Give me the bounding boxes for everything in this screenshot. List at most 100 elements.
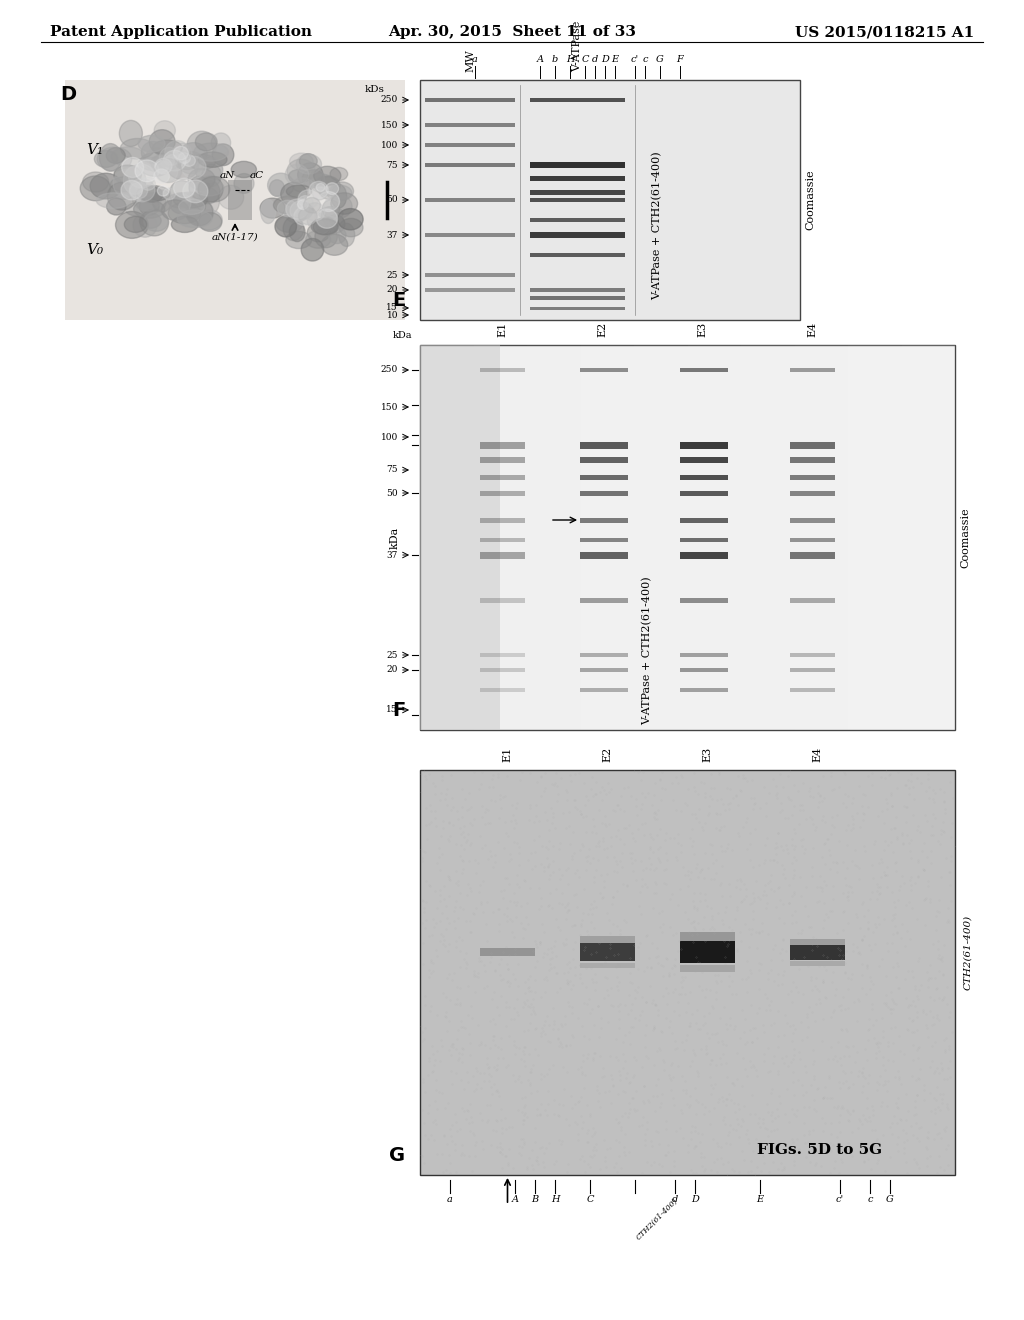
Ellipse shape — [132, 185, 162, 211]
Text: d: d — [592, 55, 598, 63]
Ellipse shape — [326, 182, 339, 194]
Text: 100: 100 — [381, 140, 398, 149]
Ellipse shape — [141, 141, 165, 164]
Ellipse shape — [325, 215, 345, 234]
Bar — [680, 517, 728, 523]
Ellipse shape — [317, 191, 340, 211]
Ellipse shape — [198, 176, 223, 202]
Bar — [790, 491, 835, 495]
Bar — [580, 668, 628, 672]
Ellipse shape — [156, 162, 177, 182]
Bar — [741, 345, 795, 730]
Ellipse shape — [315, 224, 337, 248]
Text: E4: E4 — [807, 322, 817, 337]
Bar — [530, 176, 625, 181]
Ellipse shape — [303, 198, 321, 213]
Ellipse shape — [96, 193, 131, 209]
Bar — [530, 232, 625, 238]
Ellipse shape — [288, 190, 303, 206]
Bar — [480, 491, 525, 495]
Ellipse shape — [199, 213, 222, 231]
Ellipse shape — [188, 154, 215, 170]
Text: kDa: kDa — [392, 331, 412, 341]
Ellipse shape — [112, 147, 145, 166]
Text: 100: 100 — [381, 433, 398, 441]
Ellipse shape — [179, 193, 206, 219]
Ellipse shape — [143, 213, 169, 231]
Ellipse shape — [306, 231, 331, 248]
Ellipse shape — [292, 178, 313, 191]
Text: G: G — [656, 55, 664, 63]
Ellipse shape — [185, 198, 213, 226]
Ellipse shape — [218, 185, 244, 210]
Ellipse shape — [178, 199, 205, 214]
Ellipse shape — [189, 177, 210, 199]
Text: 50: 50 — [386, 195, 398, 205]
Text: E: E — [392, 290, 406, 310]
Ellipse shape — [187, 131, 216, 158]
Bar — [790, 517, 835, 523]
Ellipse shape — [133, 201, 165, 218]
Bar — [580, 598, 628, 602]
Ellipse shape — [298, 199, 308, 210]
Ellipse shape — [305, 203, 325, 220]
Bar — [425, 288, 515, 292]
Bar — [228, 180, 252, 220]
Ellipse shape — [136, 186, 170, 202]
Bar — [580, 936, 635, 944]
Ellipse shape — [183, 154, 196, 166]
Bar — [530, 306, 625, 309]
Ellipse shape — [312, 187, 327, 199]
Bar — [530, 198, 625, 202]
Ellipse shape — [309, 170, 325, 191]
Ellipse shape — [83, 172, 109, 191]
Bar — [530, 218, 625, 222]
Ellipse shape — [325, 194, 352, 219]
Ellipse shape — [121, 181, 142, 199]
Ellipse shape — [327, 185, 352, 201]
Bar — [790, 961, 845, 966]
Ellipse shape — [278, 201, 298, 216]
Ellipse shape — [170, 181, 194, 202]
Ellipse shape — [211, 133, 230, 153]
Text: E3: E3 — [697, 322, 707, 337]
Text: a: a — [447, 1195, 453, 1204]
Ellipse shape — [290, 222, 305, 242]
Ellipse shape — [286, 205, 314, 216]
Bar — [581, 345, 634, 730]
Ellipse shape — [296, 154, 322, 174]
Text: 250: 250 — [381, 366, 398, 375]
Bar — [420, 770, 955, 1175]
Ellipse shape — [160, 148, 179, 169]
Text: H: H — [551, 1195, 559, 1204]
Bar — [580, 457, 628, 463]
Bar — [680, 474, 728, 479]
Bar — [680, 932, 735, 941]
Ellipse shape — [183, 180, 208, 203]
Bar — [790, 945, 845, 960]
Text: H: H — [565, 55, 574, 63]
Ellipse shape — [285, 203, 307, 223]
Text: US 2015/0118215 A1: US 2015/0118215 A1 — [795, 25, 974, 40]
Ellipse shape — [178, 152, 204, 174]
Bar — [530, 296, 625, 300]
Text: G: G — [389, 1146, 406, 1166]
Text: c: c — [642, 55, 648, 63]
Ellipse shape — [154, 152, 182, 170]
Ellipse shape — [331, 185, 346, 209]
Text: aN(1-17): aN(1-17) — [212, 234, 258, 242]
Ellipse shape — [125, 202, 157, 216]
Ellipse shape — [285, 165, 308, 185]
Ellipse shape — [167, 152, 199, 180]
Ellipse shape — [171, 216, 199, 232]
Text: 25: 25 — [386, 651, 398, 660]
Text: V₀: V₀ — [86, 243, 103, 257]
Ellipse shape — [322, 207, 338, 224]
Bar — [480, 552, 525, 558]
Bar — [901, 345, 955, 730]
Ellipse shape — [80, 176, 111, 201]
Bar — [580, 688, 628, 692]
Text: 15: 15 — [386, 705, 398, 714]
Text: E2: E2 — [597, 322, 607, 337]
Ellipse shape — [273, 197, 300, 214]
